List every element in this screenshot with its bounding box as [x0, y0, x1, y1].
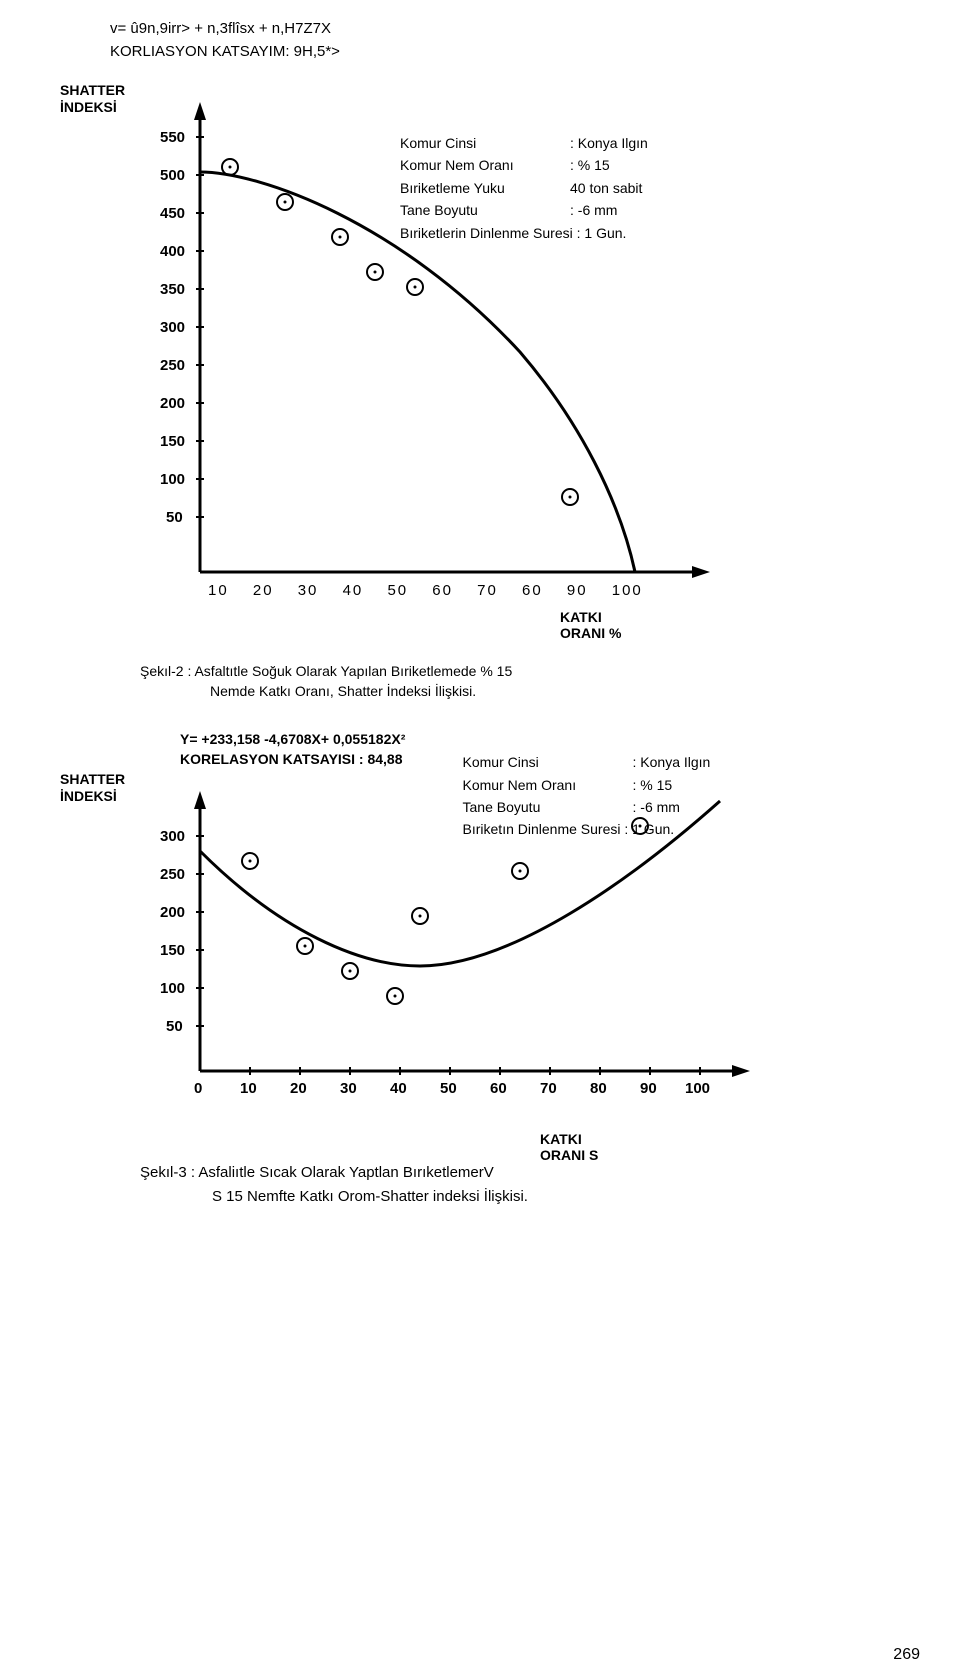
correlation-1: KORLIASYON KATSAYIM: 9H,5*>: [110, 43, 900, 60]
chart1-xtick: 70: [477, 582, 498, 599]
chart1-info-val: : Konya Ilgın: [570, 132, 648, 154]
chart1-ytick: 50: [166, 509, 183, 526]
chart1-info-box: Komur Cinsi : Konya Ilgın Komur Nem Oran…: [400, 132, 648, 244]
chart2-xtick: 0: [194, 1080, 202, 1097]
chart1-xtick: 60: [522, 582, 543, 599]
chart2-marker-dot: [304, 944, 307, 947]
chart2-xlabel-line2: ORANI S: [540, 1147, 900, 1163]
chart2-xtick: 50: [440, 1080, 457, 1097]
chart1-ytick: 250: [160, 357, 185, 374]
caption3-line2: S 15 Nemfte Katkı Orom-Shatter indeksi İ…: [212, 1185, 900, 1209]
chart2-xlabel-line1: KATKI: [540, 1131, 900, 1147]
chart2-xtick: 90: [640, 1080, 657, 1097]
chart1-ylabel-line2: İNDEKSİ: [60, 99, 125, 116]
chart1-info-row: Komur Cinsi : Konya Ilgın: [400, 132, 648, 154]
chart-2-block: SHATTER İNDEKSİ 300 250 200 150 100 50: [80, 771, 900, 1131]
chart1-xtick: 100: [612, 582, 643, 599]
chart2-xtick: 70: [540, 1080, 557, 1097]
chart1-info-key: Tane Boyutu: [400, 199, 570, 221]
chart1-xlabel-line1: KATKI: [560, 609, 900, 625]
chart2-marker-dot: [519, 869, 522, 872]
chart1-ytick: 500: [160, 167, 185, 184]
chart1-ytick: 350: [160, 281, 185, 298]
chart1-xtick: 40: [343, 582, 364, 599]
chart2-marker-dot: [394, 994, 397, 997]
page-number: 269: [893, 1646, 920, 1664]
chart2-svg: 300 250 200 150 100 50 0 10: [80, 771, 800, 1111]
chart2-xtick: 60: [490, 1080, 507, 1097]
chart1-xtick: 50: [387, 582, 408, 599]
chart1-xtick: 20: [253, 582, 274, 599]
chart1-marker-dot: [414, 286, 417, 289]
chart1-ylabel-line1: SHATTER: [60, 82, 125, 99]
chart1-ytick: 550: [160, 129, 185, 146]
chart2-y-arrow-icon: [194, 791, 206, 809]
chart2-xtick: 30: [340, 1080, 357, 1097]
chart1-ytick: 300: [160, 319, 185, 336]
chart2-ytick: 200: [160, 904, 185, 921]
chart2-xtick: 40: [390, 1080, 407, 1097]
chart1-xlabel-line2: ORANI %: [560, 625, 900, 641]
chart1-ytick: 400: [160, 243, 185, 260]
chart1-xticks: 10 20 30 40 50 60 70 60 90 100: [208, 582, 900, 599]
chart1-xtick: 90: [567, 582, 588, 599]
chart2-ylabel-line2: İNDEKSİ: [60, 788, 125, 805]
chart1-info-row: Tane Boyutu : -6 mm: [400, 199, 648, 221]
chart1-ylabel: SHATTER İNDEKSİ: [60, 82, 125, 116]
chart1-info-key: Komur Cinsi: [400, 132, 570, 154]
chart2-xtick: 10: [240, 1080, 257, 1097]
chart1-info-row: Komur Nem Oranı : % 15: [400, 154, 648, 176]
chart2-ytick: 300: [160, 828, 185, 845]
chart1-info-val: : % 15: [570, 154, 610, 176]
chart2-x-axis-label: KATKI ORANI S: [540, 1131, 900, 1163]
chart1-caption: Şekıl-2 : Asfaltıtle Soğuk Olarak Yapıla…: [140, 662, 900, 701]
chart2-marker-dot: [249, 859, 252, 862]
chart1-ytick: 150: [160, 433, 185, 450]
chart1-marker-dot: [374, 271, 377, 274]
chart2-ylabel: SHATTER İNDEKSİ: [60, 771, 125, 805]
chart2-ytick: 250: [160, 866, 185, 883]
caption-line1: Şekıl-2 : Asfaltıtle Soğuk Olarak Yapıla…: [140, 662, 900, 682]
chart2-xtick: 100: [685, 1080, 710, 1097]
chart1-ytick: 450: [160, 205, 185, 222]
chart1-ytick: 100: [160, 471, 185, 488]
chart1-info-row: Bıriketleme Yuku 40 ton sabit: [400, 177, 648, 199]
chart1-xtick: 60: [432, 582, 453, 599]
chart2-marker-dot: [639, 824, 642, 827]
chart1-marker-dot: [284, 201, 287, 204]
chart1-info-row-full: Bıriketlerin Dinlenme Suresi : 1 Gun.: [400, 222, 648, 244]
chart2-caption: Şekıl-3 : Asfaliıtle Sıcak Olarak Yaptla…: [140, 1161, 900, 1209]
chart1-xtick: 30: [298, 582, 319, 599]
chart1-xtick: 10: [208, 582, 229, 599]
chart2-marker-dot: [349, 969, 352, 972]
chart1-info-val: 40 ton sabit: [570, 177, 642, 199]
chart1-info-key: Bıriketleme Yuku: [400, 177, 570, 199]
chart1-y-arrow-icon: [194, 102, 206, 120]
chart2-marker-dot: [419, 914, 422, 917]
chart1-x-arrow-icon: [692, 566, 710, 578]
chart2-x-arrow-icon: [732, 1065, 750, 1077]
chart2-ylabel-line1: SHATTER: [60, 771, 125, 788]
chart-1-block: SHATTER İNDEKSİ Komur Cinsi : Konya Ilgı…: [80, 72, 900, 632]
chart1-info-val: : -6 mm: [570, 199, 617, 221]
chart1-marker-dot: [339, 236, 342, 239]
caption3-line1: Şekıl-3 : Asfaliıtle Sıcak Olarak Yaptla…: [140, 1161, 900, 1185]
equation-1: v= û9n,9irr> + n,3flîsx + n,H7Z7X: [110, 20, 900, 37]
chart1-marker-dot: [569, 496, 572, 499]
chart2-markers: [242, 818, 648, 1004]
chart1-marker-dot: [229, 166, 232, 169]
chart2-ytick: 150: [160, 942, 185, 959]
chart1-x-axis-label: KATKI ORANI %: [560, 609, 900, 641]
chart1-ytick: 200: [160, 395, 185, 412]
equation-2: Y= +233,158 -4,6708X+ 0,055182X²: [180, 731, 900, 747]
chart2-xtick: 80: [590, 1080, 607, 1097]
chart2-ytick: 100: [160, 980, 185, 997]
chart2-curve: [200, 801, 720, 966]
chart2-xtick: 20: [290, 1080, 307, 1097]
document-page: v= û9n,9irr> + n,3flîsx + n,H7Z7X KORLIA…: [0, 0, 960, 1229]
chart1-info-key: Komur Nem Oranı: [400, 154, 570, 176]
caption-line2: Nemde Katkı Oranı, Shatter İndeksi İlişk…: [210, 682, 900, 702]
chart2-ytick: 50: [166, 1018, 183, 1035]
